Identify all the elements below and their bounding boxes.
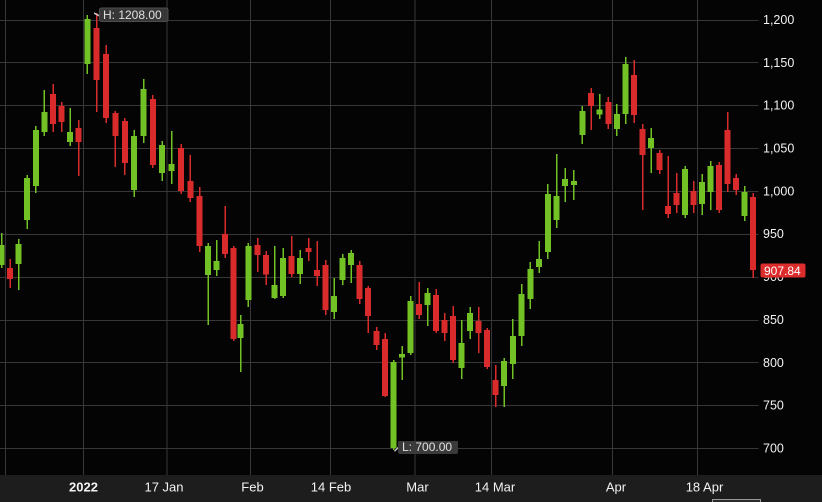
svg-text:1,000: 1,000 [763, 184, 794, 198]
svg-text:907.84: 907.84 [764, 264, 801, 278]
svg-text:Feb: Feb [241, 480, 263, 495]
svg-text:H: 1208.00: H: 1208.00 [103, 8, 162, 22]
svg-text:1,050: 1,050 [763, 142, 794, 156]
svg-text:1,100: 1,100 [763, 99, 794, 113]
svg-text:700: 700 [763, 442, 784, 456]
svg-text:18 Apr: 18 Apr [686, 480, 724, 495]
svg-text:2022: 2022 [69, 480, 98, 495]
svg-text:1,200: 1,200 [763, 13, 794, 27]
svg-text:950: 950 [763, 227, 784, 241]
svg-text:Mar: Mar [406, 480, 429, 495]
svg-text:750: 750 [763, 399, 784, 413]
svg-text:14 Feb: 14 Feb [311, 480, 351, 495]
svg-text:17 Jan: 17 Jan [144, 480, 183, 495]
svg-text:L: 700.00: L: 700.00 [402, 440, 452, 454]
svg-text:1,150: 1,150 [763, 56, 794, 70]
svg-text:800: 800 [763, 356, 784, 370]
svg-text:14 Mar: 14 Mar [475, 480, 516, 495]
svg-text:850: 850 [763, 313, 784, 327]
svg-text:Apr: Apr [606, 480, 627, 495]
